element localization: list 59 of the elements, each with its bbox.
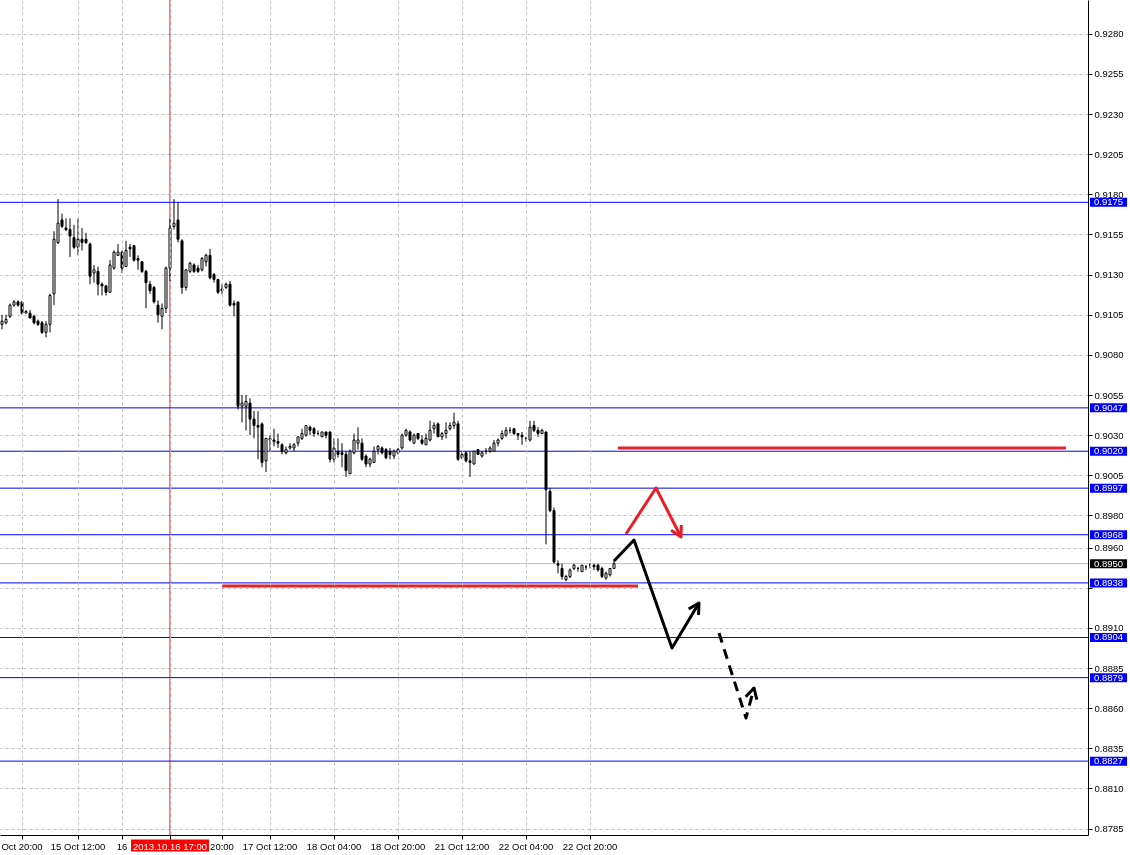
y-tick-label: 0.9080 [1094,349,1124,361]
candlestick [124,240,128,268]
y-tick-label: 0.8810 [1094,782,1124,794]
candlestick [444,421,448,439]
candlestick [288,442,292,451]
y-tick-label: 0.9130 [1094,269,1124,281]
y-tick-label: 0.8785 [1094,823,1124,835]
ref-line-label: 0.8938 [1094,576,1124,588]
candlestick [388,447,392,460]
candlestick [68,217,72,258]
candlestick [428,420,432,443]
candlestick [96,266,100,296]
ref-line-label: 0.8827 [1094,755,1124,767]
candlestick [272,428,276,447]
y-tick-label: 0.9155 [1094,228,1124,240]
ref-line-label: 0.8968 [1094,528,1124,540]
candlestick [208,248,212,280]
x-tick-label: Oct 20:00 [1,840,43,852]
y-tick-label: 0.8885 [1094,662,1124,674]
candlestick [220,283,224,295]
y-tick-label: 0.9280 [1094,28,1124,40]
y-tick-label: 0.8980 [1094,509,1124,521]
candlestick [300,428,304,441]
y-tick-label: 0.9105 [1094,309,1124,321]
x-tick-label: 16 [116,840,128,852]
candlestick [80,227,84,251]
candlestick [592,563,596,571]
y-tick-label: 0.9205 [1094,148,1124,160]
x-tick-label: 18 Oct 04:00 [306,840,362,852]
x-tick-label: 20:00 [210,840,234,852]
x-tick-label: 17 Oct 12:00 [242,840,298,852]
y-tick-label: 0.9230 [1094,108,1124,120]
candlestick [256,410,260,460]
y-tick-label: 0.8860 [1094,702,1124,714]
ref-line-label: 0.8997 [1094,482,1124,494]
y-tick-label: 0.8910 [1094,622,1124,634]
y-tick-label: 0.9255 [1094,68,1124,80]
candlestick [528,420,532,443]
y-tick-label: 0.9030 [1094,429,1124,441]
x-tick-label: 22 Oct 20:00 [562,840,618,852]
candlestick [248,397,252,436]
ref-line-label: 0.9020 [1094,445,1124,457]
ref-line-label: 0.9047 [1094,401,1124,413]
candlestick [420,434,424,446]
ref-line-label: 0.8950 [1094,557,1124,569]
y-tick-label: 0.9055 [1094,389,1124,401]
x-tick-label: 18 Oct 20:00 [370,840,426,852]
x-tick-label: 22 Oct 04:00 [498,840,554,852]
candlestick [284,445,288,455]
ref-line-label: 0.8879 [1094,671,1124,683]
ref-line-label: 0.8904 [1094,631,1124,643]
y-tick-label: 0.9005 [1094,469,1124,481]
y-tick-label: 0.8835 [1094,742,1124,754]
x-tick-label: 21 Oct 12:00 [434,840,490,852]
candlestick [468,450,472,478]
y-tick-label: 0.8960 [1094,542,1124,554]
candlestick [520,431,524,446]
x-tick-label: 15 Oct 12:00 [50,840,106,852]
candlestick [244,394,248,431]
